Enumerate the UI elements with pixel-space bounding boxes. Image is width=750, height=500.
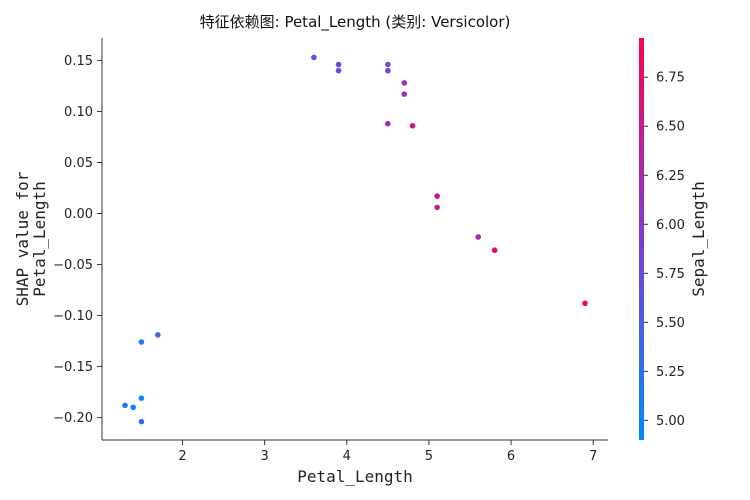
data-point bbox=[409, 122, 416, 129]
data-point bbox=[491, 247, 498, 254]
colorbar-tick-label: 6.00 bbox=[656, 218, 685, 233]
data-point bbox=[122, 402, 128, 409]
y-axis-label-line-2: Petal_Length bbox=[30, 181, 49, 297]
colorbar-label: Sepal_Length bbox=[689, 181, 708, 297]
data-point bbox=[401, 91, 408, 97]
data-point bbox=[434, 193, 440, 199]
x-tick-label: 3 bbox=[261, 449, 269, 464]
data-point bbox=[434, 204, 440, 211]
y-axis-label-line-1: SHAP value for bbox=[13, 171, 32, 306]
data-point bbox=[130, 404, 137, 411]
y-tick-label: 0.10 bbox=[64, 105, 93, 120]
data-point bbox=[401, 80, 408, 86]
colorbar-ticks: 5.00 5.25 5.50 5.75 6.00 6.25 6.50 6.75 bbox=[644, 71, 685, 429]
colorbar-tick-label: 5.00 bbox=[656, 414, 685, 429]
data-point bbox=[335, 67, 342, 74]
data-point bbox=[138, 339, 145, 345]
y-tick-label: −0.20 bbox=[53, 411, 93, 426]
data-point bbox=[582, 300, 588, 307]
data-point bbox=[385, 120, 391, 127]
data-point bbox=[385, 61, 391, 68]
colorbar bbox=[639, 38, 644, 440]
data-point bbox=[155, 332, 161, 338]
data-point bbox=[385, 67, 391, 74]
data-point bbox=[311, 54, 317, 61]
x-tick-label: 6 bbox=[507, 449, 515, 464]
x-tick-label: 4 bbox=[343, 449, 351, 464]
y-tick-label: −0.10 bbox=[53, 309, 93, 324]
y-axis-label: SHAP value for Petal_Length bbox=[13, 171, 49, 306]
y-ticks: 0.15 0.10 0.05 0.00 −0.05 −0.10 −0.15 −0.20 bbox=[53, 54, 102, 426]
x-tick-label: 5 bbox=[425, 449, 433, 464]
data-point bbox=[138, 395, 145, 401]
data-point bbox=[335, 61, 342, 68]
x-axis-label: Petal_Length bbox=[297, 467, 413, 486]
x-tick-label: 2 bbox=[178, 449, 186, 464]
colorbar-tick-label: 6.75 bbox=[656, 71, 685, 86]
y-tick-label: 0.00 bbox=[64, 207, 93, 222]
colorbar-tick-label: 6.50 bbox=[656, 120, 685, 135]
colorbar-tick-label: 5.25 bbox=[656, 365, 685, 380]
y-tick-label: −0.15 bbox=[53, 360, 93, 375]
y-tick-label: −0.05 bbox=[53, 258, 93, 273]
colorbar-tick-label: 6.25 bbox=[656, 169, 685, 184]
chart-title: 特征依赖图: Petal_Length (类别: Versicolor) bbox=[200, 13, 511, 32]
colorbar-tick-label: 5.50 bbox=[656, 316, 685, 331]
data-point bbox=[475, 234, 482, 240]
y-tick-label: 0.15 bbox=[64, 54, 93, 69]
colorbar-tick-label: 5.75 bbox=[656, 267, 685, 282]
scatter-points bbox=[122, 54, 588, 425]
data-point bbox=[138, 418, 145, 425]
y-tick-label: 0.05 bbox=[64, 156, 93, 171]
x-tick-label: 7 bbox=[589, 449, 597, 464]
x-ticks: 2 3 4 5 6 7 bbox=[178, 440, 597, 464]
